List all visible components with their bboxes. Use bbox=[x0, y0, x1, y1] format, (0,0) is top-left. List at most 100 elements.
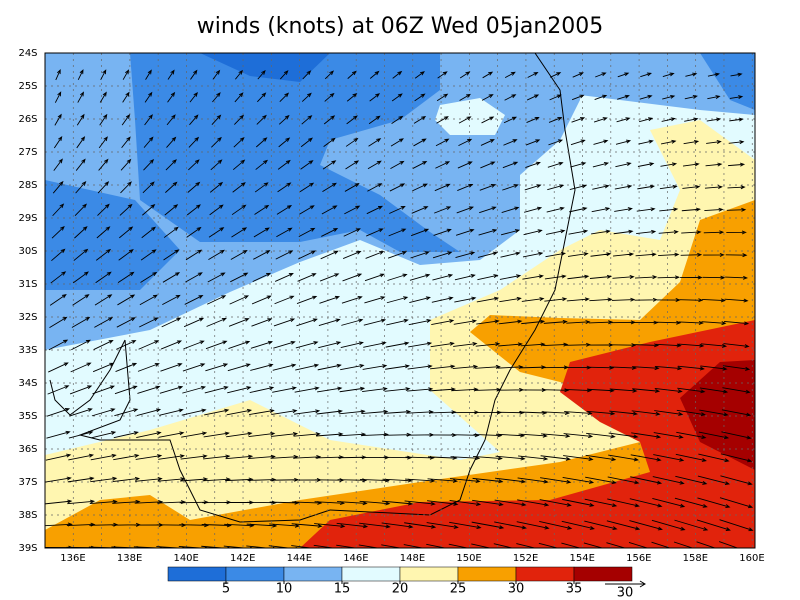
wind-arrow bbox=[49, 293, 67, 306]
wind-arrow bbox=[48, 362, 69, 373]
wind-arrow bbox=[725, 275, 748, 280]
wind-arrow bbox=[517, 499, 550, 507]
wind-arrow bbox=[638, 139, 654, 145]
wind-arrow bbox=[339, 386, 366, 393]
wind-arrow bbox=[433, 228, 452, 236]
wind-arrow bbox=[323, 137, 336, 147]
wind-arrow bbox=[476, 319, 500, 325]
wind-arrow bbox=[185, 272, 203, 283]
wind-arrow bbox=[46, 408, 71, 417]
wind-arrow bbox=[340, 364, 365, 371]
wind-arrow bbox=[407, 364, 433, 370]
wind-arrow bbox=[701, 321, 727, 326]
wind-arrow bbox=[188, 159, 200, 171]
wind-arrow bbox=[548, 139, 564, 146]
wind-arrow bbox=[318, 318, 341, 327]
wind-arrow bbox=[678, 343, 705, 348]
wind-arrow bbox=[523, 229, 543, 236]
wind-arrow bbox=[203, 431, 230, 438]
wind-arrow bbox=[501, 206, 520, 213]
wind-arrow bbox=[273, 318, 296, 327]
wind-arrow bbox=[632, 366, 660, 371]
wind-arrow bbox=[249, 386, 275, 393]
wind-arrow bbox=[539, 499, 572, 507]
wind-arrow bbox=[658, 230, 679, 234]
wind-arrow bbox=[113, 431, 139, 439]
wind-arrow bbox=[294, 386, 320, 393]
wind-arrow bbox=[653, 432, 684, 439]
wind-arrow bbox=[410, 228, 430, 237]
wind-arrow bbox=[230, 272, 249, 283]
wind-arrow bbox=[478, 229, 498, 236]
wind-arrow bbox=[95, 248, 112, 261]
wind-arrow bbox=[705, 162, 723, 167]
wind-arrow bbox=[436, 116, 449, 124]
wind-arrow bbox=[726, 230, 747, 235]
wind-arrow bbox=[653, 454, 685, 462]
wind-arrow bbox=[92, 362, 115, 373]
wind-arrow bbox=[571, 117, 586, 123]
wind-arrow bbox=[459, 71, 471, 79]
wind-arrow bbox=[682, 184, 701, 189]
wind-arrow bbox=[592, 184, 610, 190]
wind-arrow bbox=[45, 453, 72, 461]
wind-arrow bbox=[543, 319, 568, 324]
wind-arrow bbox=[658, 252, 680, 257]
wind-arrow bbox=[114, 385, 138, 395]
wind-arrow bbox=[117, 271, 135, 284]
wind-arrow bbox=[53, 158, 63, 171]
wind-arrow bbox=[631, 432, 662, 439]
wind-arrow bbox=[113, 454, 140, 461]
wind-arrow bbox=[404, 500, 436, 506]
wind-arrow bbox=[726, 207, 747, 212]
wind-arrow bbox=[412, 161, 428, 169]
wind-arrow bbox=[359, 500, 391, 506]
wind-arrow bbox=[724, 298, 749, 303]
wind-arrow bbox=[247, 477, 277, 482]
wind-arrow bbox=[364, 296, 386, 304]
wind-arrow bbox=[209, 204, 224, 216]
wind-arrow bbox=[547, 184, 565, 191]
wind-arrow bbox=[120, 181, 132, 194]
wind-arrow bbox=[45, 476, 72, 483]
lon-label: 136E bbox=[60, 553, 85, 564]
wind-arrow bbox=[278, 137, 291, 148]
wind-arrow bbox=[118, 249, 134, 261]
wind-arrow bbox=[276, 227, 293, 238]
wind-arrow bbox=[73, 248, 89, 261]
wind-arrow bbox=[449, 521, 482, 530]
wind-arrow bbox=[502, 161, 519, 169]
wind-arrow bbox=[180, 454, 208, 460]
wind-arrow bbox=[527, 71, 539, 78]
wind-arrow bbox=[143, 136, 154, 148]
colorbar-box bbox=[515, 566, 575, 582]
wind-arrow bbox=[677, 387, 706, 394]
wind-arrow bbox=[251, 295, 272, 305]
wind-arrow bbox=[51, 225, 65, 239]
wind-arrow bbox=[75, 181, 87, 194]
wind-arrow bbox=[256, 114, 267, 125]
wind-arrow bbox=[412, 183, 428, 192]
wind-arrow bbox=[610, 343, 637, 348]
wind-arrow bbox=[122, 69, 130, 80]
wind-arrow bbox=[703, 230, 725, 235]
wind-arrow bbox=[566, 297, 590, 302]
wind-arrow bbox=[300, 137, 313, 148]
wind-arrow bbox=[544, 274, 567, 280]
wind-arrow bbox=[273, 340, 296, 349]
wind-arrow bbox=[453, 342, 478, 347]
wind-arrow bbox=[676, 409, 706, 417]
wind-arrow bbox=[184, 295, 204, 305]
wind-arrow bbox=[652, 476, 685, 485]
wind-arrow bbox=[588, 320, 614, 325]
lat-label: 29S bbox=[18, 213, 37, 224]
wind-arrow bbox=[294, 409, 321, 415]
wind-arrow bbox=[720, 453, 753, 463]
wind-arrow bbox=[97, 181, 110, 194]
wind-arrow bbox=[92, 385, 115, 395]
wind-arrow bbox=[227, 363, 251, 372]
wind-arrow bbox=[729, 117, 744, 122]
wind-arrow bbox=[677, 365, 705, 371]
wind-arrow bbox=[161, 317, 182, 328]
